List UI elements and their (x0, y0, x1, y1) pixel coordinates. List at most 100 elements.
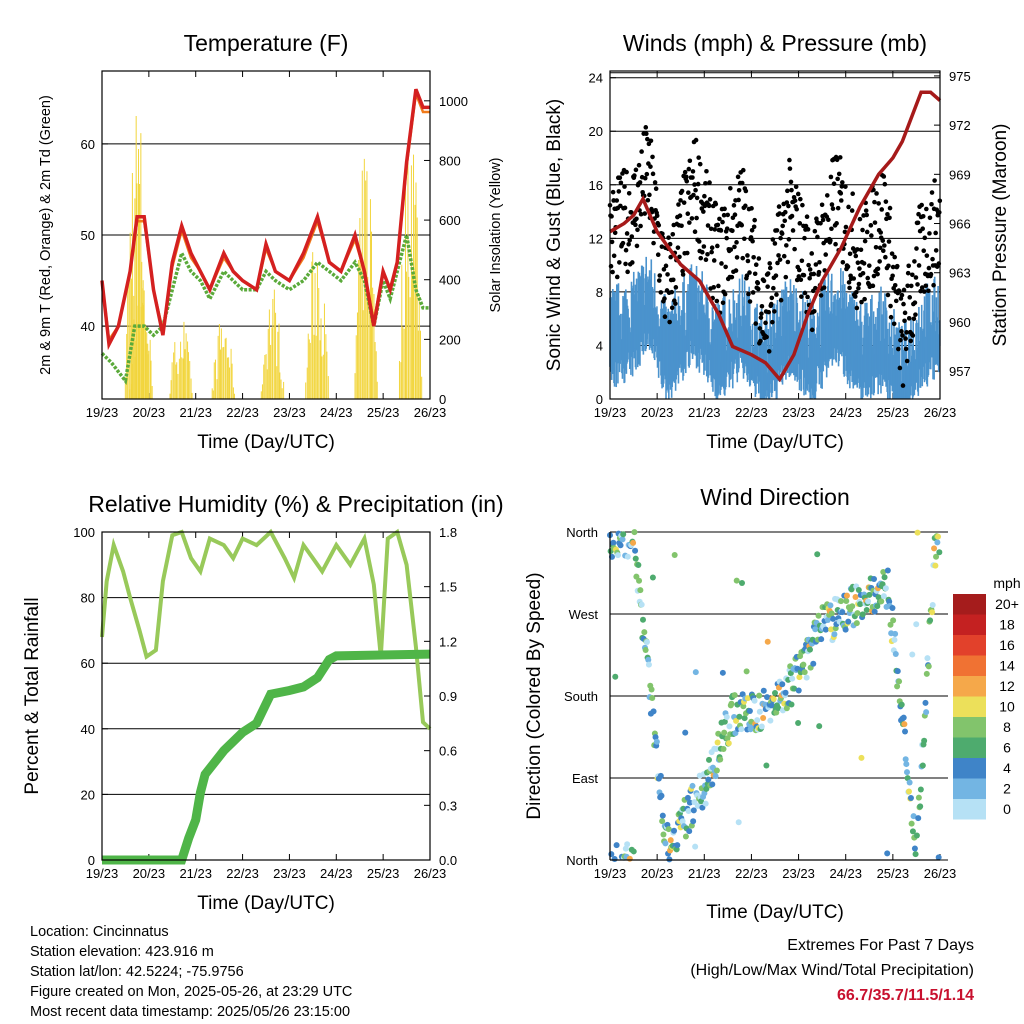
gust-point (751, 254, 756, 260)
gust-point (724, 226, 730, 231)
direction-point (901, 721, 908, 728)
direction-point (852, 593, 859, 600)
gust-point (856, 281, 862, 287)
gust-point (898, 337, 903, 343)
gust-point (684, 250, 690, 256)
gust-point (686, 190, 691, 195)
direction-point (881, 574, 888, 581)
gust-point (902, 310, 908, 316)
direction-point (828, 610, 835, 617)
gust-point (834, 221, 839, 226)
gust-point (683, 174, 689, 180)
gust-point (732, 244, 737, 250)
direction-point (694, 802, 701, 809)
direction-point (660, 831, 667, 838)
direction-point (702, 800, 709, 807)
direction-point (906, 779, 913, 786)
direction-point (902, 728, 909, 735)
gust-point (707, 180, 712, 185)
gust-point (869, 233, 874, 238)
gust-point (751, 224, 757, 230)
gust-point (835, 205, 841, 211)
gust-point (809, 327, 815, 333)
gust-point (881, 174, 887, 179)
gust-point (845, 264, 851, 269)
gust-point (843, 224, 849, 230)
legend-label: 20+ (995, 596, 1019, 612)
direction-point (884, 567, 891, 574)
x-tick-label: 25/23 (877, 866, 910, 881)
y-right-tick-label: 800 (439, 153, 461, 168)
direction-point (915, 815, 922, 822)
direction-point (889, 604, 896, 611)
y-tick-label: East (572, 771, 598, 786)
gust-point (809, 251, 815, 256)
gust-point (722, 291, 728, 297)
series-temp-2m (100, 88, 430, 351)
gust-point (778, 297, 784, 303)
gust-point (716, 283, 721, 289)
direction-point (648, 686, 655, 693)
x-tick-label: 25/23 (877, 405, 910, 420)
y-axis-label: 2m & 9m T (Red, Orange) & 2m Td (Green) (38, 95, 54, 375)
direction-point (936, 549, 943, 556)
gust-point (883, 199, 889, 204)
gust-point (644, 171, 650, 177)
gust-point (804, 214, 810, 220)
gust-point (918, 288, 923, 294)
gust-point (793, 184, 799, 190)
direction-point (632, 555, 639, 562)
info-location: Location: Cincinnatus (30, 924, 169, 940)
chart-title: Winds (mph) & Pressure (mb) (623, 30, 927, 56)
gust-point (866, 263, 872, 268)
gust-point (901, 301, 906, 307)
gust-point (850, 191, 855, 197)
direction-point (845, 618, 852, 625)
gust-point (642, 175, 648, 181)
gust-point (681, 200, 687, 205)
info-latest: Most recent data timestamp: 2025/05/26 2… (30, 1004, 351, 1020)
x-tick-label: 22/23 (735, 405, 768, 420)
gust-point (792, 198, 798, 203)
gust-point (846, 280, 852, 285)
gust-point (693, 187, 698, 193)
direction-point (740, 703, 747, 710)
x-tick-label: 20/23 (133, 405, 166, 420)
gust-point (900, 383, 906, 388)
gust-point (636, 162, 642, 168)
direction-point (884, 850, 891, 857)
direction-point (641, 629, 648, 636)
gust-point (911, 316, 917, 322)
y-tick-label: 20 (81, 787, 95, 802)
direction-point (886, 598, 893, 605)
gust-point (687, 158, 693, 164)
gust-point (772, 309, 777, 314)
gust-point (748, 235, 754, 240)
direction-point (923, 709, 930, 716)
gust-point (894, 263, 900, 269)
direction-point (721, 718, 728, 725)
gust-point (835, 176, 840, 182)
gust-point (705, 251, 710, 257)
gust-point (929, 201, 934, 207)
gust-point (680, 272, 686, 277)
direction-point (733, 577, 740, 584)
gust-point (709, 249, 714, 255)
gust-point (645, 136, 650, 142)
gust-point (877, 259, 882, 264)
gust-point (857, 216, 863, 222)
direction-point (824, 617, 831, 624)
gust-point (653, 186, 659, 191)
gust-point (813, 285, 818, 291)
direction-point (610, 539, 617, 546)
gust-point (863, 208, 869, 213)
direction-point (698, 798, 705, 805)
direction-point (913, 621, 920, 628)
chart-title: Wind Direction (700, 484, 850, 510)
direction-point (717, 756, 724, 763)
gust-point (872, 220, 878, 225)
direction-point (779, 681, 786, 688)
gust-point (927, 215, 933, 221)
gust-point (811, 271, 817, 277)
gust-point (908, 283, 914, 289)
